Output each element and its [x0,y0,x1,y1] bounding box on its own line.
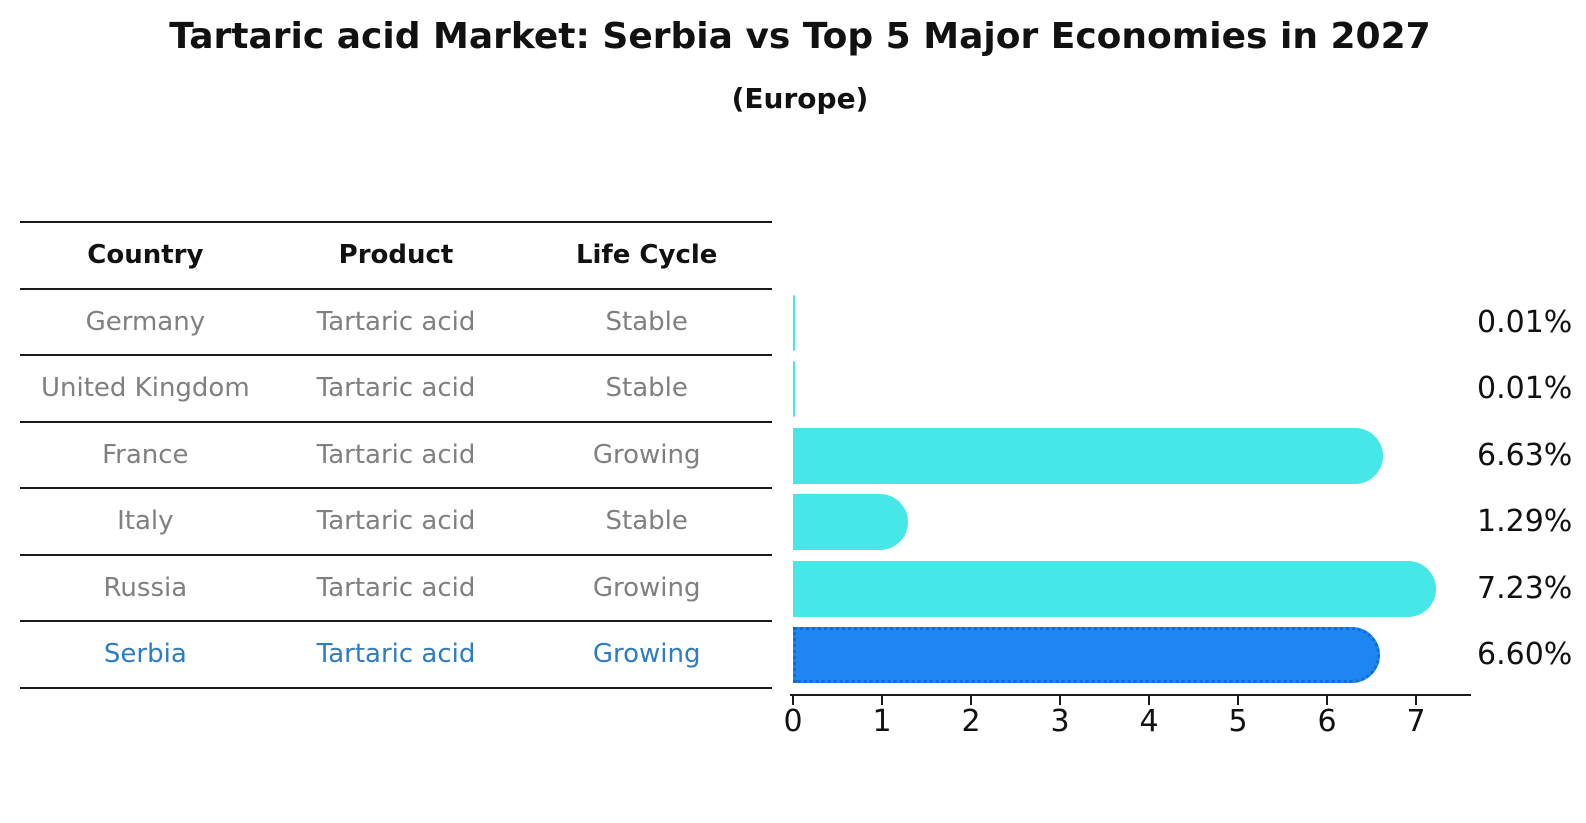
cell-life-cycle: Growing [592,639,701,670]
x-axis-tick-label: 0 [783,704,803,739]
x-axis-tick [1059,696,1062,705]
bar-russia [793,560,1437,617]
x-axis-tick-label: 5 [1228,704,1248,739]
x-axis-tick-label: 1 [872,704,892,739]
header-country: Country [87,240,204,271]
cell-country: Germany [85,306,206,337]
bar-italy [793,494,908,550]
cell-life-cycle: Growing [592,572,701,603]
bar-france [793,427,1384,484]
x-axis-tick-label: 2 [961,704,981,739]
cell-product: Tartaric acid [316,506,476,537]
x-axis-tick-label: 3 [1050,704,1070,739]
table-row: France Tartaric acid Growing [20,423,772,489]
country-table: Country Product Life Cycle Germany Tarta… [20,221,772,689]
table-row-highlighted: Serbia Tartaric acid Growing [20,622,772,689]
x-axis-tick [881,696,884,705]
x-axis-tick [1148,696,1151,705]
chart-title: Tartaric acid Market: Serbia vs Top 5 Ma… [169,16,1431,57]
x-axis-tick [1415,696,1418,705]
x-axis-tick-label: 6 [1317,704,1337,739]
header-product: Product [338,240,454,271]
cell-product: Tartaric acid [316,572,476,603]
bar-serbia-highlighted [793,627,1381,683]
bar-germany [793,294,795,351]
table-header-row: Country Product Life Cycle [20,223,772,290]
cell-product: Tartaric acid [316,439,476,470]
table-row: Germany Tartaric acid Stable [20,290,772,356]
cell-country: France [102,439,189,470]
value-label: 6.60% [1477,637,1573,672]
value-label: 1.29% [1477,504,1573,539]
cell-country: United Kingdom [40,373,250,404]
x-axis-tick [1237,696,1240,705]
cell-life-cycle: Stable [605,373,688,404]
x-axis-tick-label: 4 [1139,704,1159,739]
header-life-cycle: Life Cycle [575,240,718,271]
table-row: United Kingdom Tartaric acid Stable [20,356,772,423]
cell-product: Tartaric acid [316,306,476,337]
table-row: Russia Tartaric acid Growing [20,556,772,622]
chart-subtitle: (Europe) [731,82,869,115]
x-axis-tick [1326,696,1329,705]
cell-country: Russia [103,572,188,603]
table-row: Italy Tartaric acid Stable [20,489,772,556]
cell-country: Serbia [103,639,187,670]
bar-united-kingdom [793,361,795,417]
value-label: 6.63% [1477,437,1573,473]
value-label: 0.01% [1477,304,1573,340]
x-axis-tick [970,696,973,705]
value-label: 7.23% [1477,570,1573,606]
cell-product: Tartaric acid [316,639,476,670]
cell-life-cycle: Stable [605,506,688,537]
value-label: 0.01% [1477,371,1573,406]
cell-life-cycle: Stable [605,306,688,337]
x-axis-tick [792,696,795,705]
x-axis-line [790,694,1471,697]
cell-country: Italy [117,506,174,537]
x-axis-tick-label: 7 [1406,704,1426,739]
cell-product: Tartaric acid [316,373,476,404]
cell-life-cycle: Growing [592,439,701,470]
